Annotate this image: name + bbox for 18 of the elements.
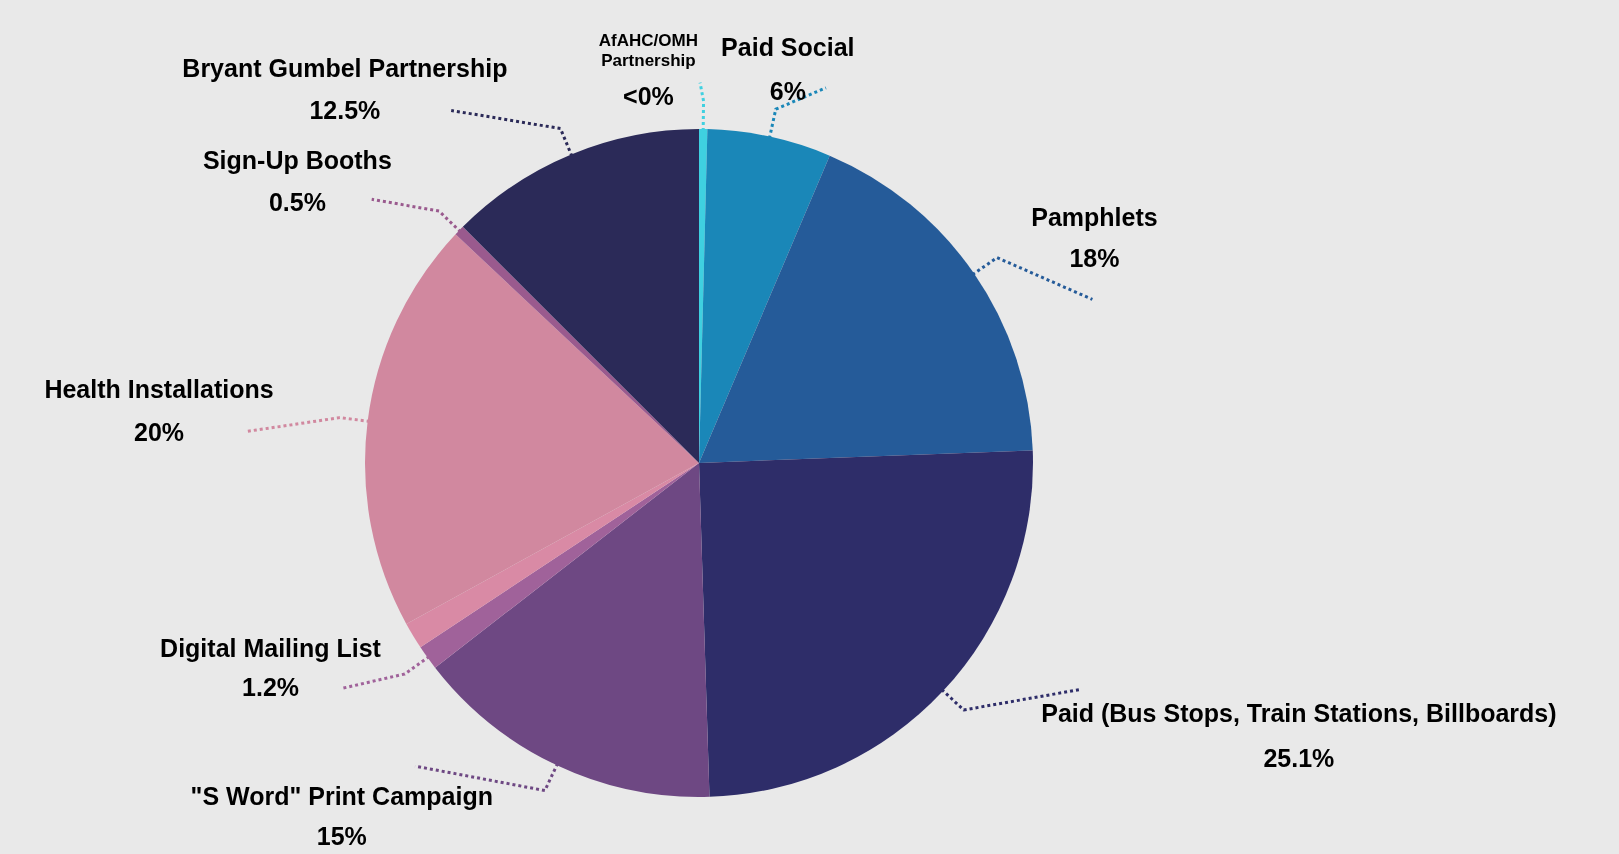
data-label: 6%: [769, 76, 806, 105]
slice-label: Digital Mailing List: [160, 634, 382, 663]
data-label: 20%: [133, 417, 185, 446]
data-label: 15%: [316, 822, 367, 851]
slice-label: Health Installations: [44, 375, 274, 404]
slice-label: Bryant Gumbel Partnership: [182, 54, 508, 83]
data-label: <0%: [623, 81, 674, 110]
data-label: 25.1%: [1263, 743, 1335, 772]
slice-label: AfAHC/OMH Partnership: [598, 30, 698, 70]
data-label: 18%: [1069, 244, 1120, 273]
slice-label: Paid (Bus Stops, Train Stations, Billboards): [1041, 699, 1557, 728]
data-label: 12.5%: [309, 96, 381, 125]
data-label: 1.2%: [242, 672, 300, 701]
slice-label: Pamphlets: [1031, 202, 1158, 231]
data-label: 0.5%: [268, 188, 326, 217]
slice-label: Paid Social: [721, 33, 855, 62]
slice-label: "S Word" Print Campaign: [190, 782, 493, 811]
slice-label: Sign-Up Booths: [202, 145, 392, 174]
